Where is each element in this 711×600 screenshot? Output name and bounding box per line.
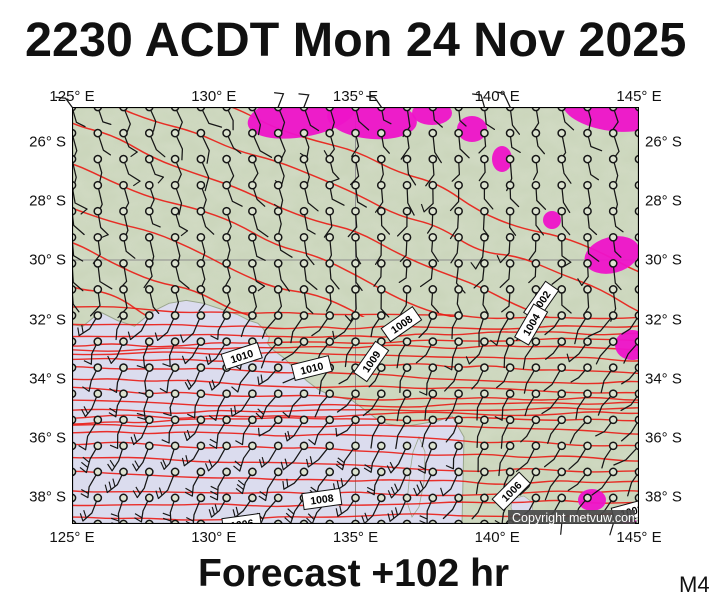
svg-text:Copyright metvuw.com: Copyright metvuw.com (512, 511, 638, 525)
svg-text:1002: 1002 (660, 284, 683, 310)
